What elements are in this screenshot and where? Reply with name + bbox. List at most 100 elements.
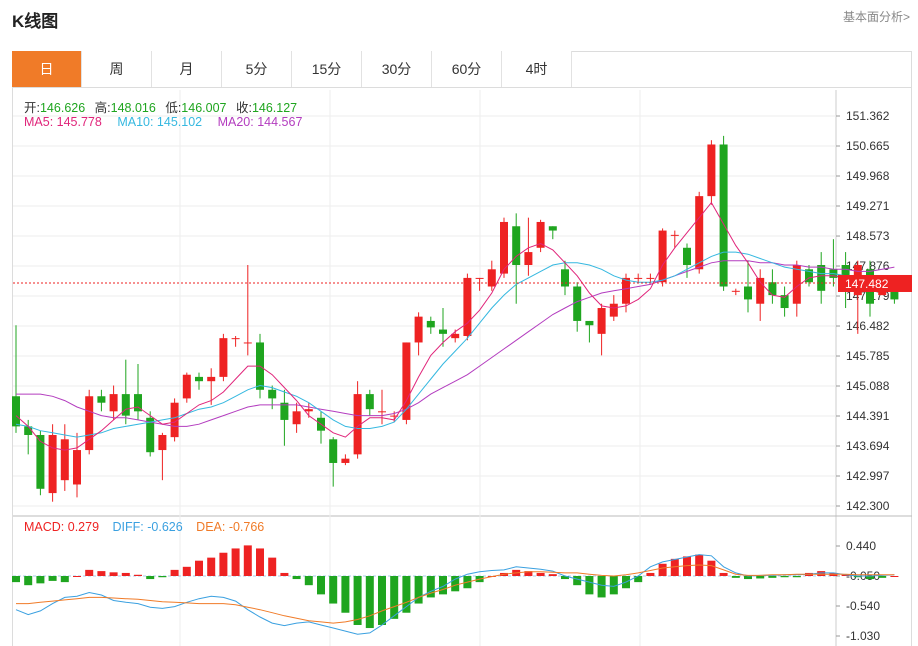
macd-tick-label: -1.030 [846, 629, 880, 643]
candle-body [597, 308, 606, 334]
macd-bar [48, 576, 57, 581]
y-tick-label: 150.665 [846, 139, 890, 153]
candle-body [378, 411, 386, 413]
tab-1[interactable]: 周 [82, 51, 152, 87]
candle-body [243, 342, 252, 344]
candle-body [85, 396, 94, 451]
candle-body [670, 234, 679, 236]
open-label: 开: [24, 101, 40, 115]
macd-bar [280, 572, 289, 576]
y-tick-label: 142.997 [846, 469, 890, 483]
macd-bar [866, 576, 874, 580]
tabs-spacer [572, 51, 912, 88]
candle-body [756, 277, 765, 304]
macd-bar [756, 576, 765, 579]
candle-body [280, 402, 289, 420]
y-tick-label: 143.694 [846, 439, 890, 453]
macd-bar [317, 576, 325, 595]
candle-body [817, 264, 826, 291]
open-value: 146.626 [39, 101, 86, 115]
macd-bar [780, 576, 789, 578]
macd-bar [707, 560, 716, 576]
tab-0[interactable]: 日 [12, 51, 82, 87]
candle-body [573, 286, 582, 321]
macd-bar [378, 576, 386, 625]
diff-legend-value: DIFF: -0.626 [112, 520, 183, 534]
period-tabs: 日周月 5分 15分 30分 60分 4时 [12, 51, 572, 88]
macd-bar [548, 574, 557, 576]
macd-bar [24, 576, 33, 586]
macd-bar [597, 576, 606, 598]
tab-7[interactable]: 4时 [502, 51, 572, 87]
macd-bar [60, 576, 69, 583]
macd-bar [341, 576, 350, 613]
high-value: 148.016 [110, 101, 156, 115]
macd-bar [73, 576, 81, 577]
close-value: 146.127 [251, 101, 298, 115]
candle-body [390, 415, 399, 417]
macd-bar [573, 576, 582, 586]
candle-body [536, 221, 545, 248]
candle-body [97, 396, 106, 403]
candle-body [426, 320, 435, 328]
y-tick-label: 144.391 [846, 409, 890, 423]
candle-body [512, 226, 521, 265]
tab-5[interactable]: 30分 [362, 51, 432, 87]
tab-2[interactable]: 月 [152, 51, 222, 87]
candle-body [207, 376, 216, 382]
macd-bar [744, 576, 752, 580]
candle-body [695, 196, 704, 270]
ma5-line [15, 201, 895, 451]
macd-bar [634, 576, 643, 583]
macd-bar [426, 576, 435, 598]
macd-bar [646, 572, 655, 576]
macd-bar [170, 569, 179, 576]
tab-4[interactable]: 15分 [292, 51, 362, 87]
candle-body [24, 426, 33, 435]
candle-body [341, 458, 350, 463]
macd-bar [853, 576, 862, 578]
y-tick-label: 149.271 [846, 199, 890, 213]
candle-body [731, 290, 740, 292]
y-tick-label: 142.300 [846, 499, 890, 513]
ma-legend: MA5: 145.778 MA10: 145.102 MA20: 144.567 [24, 115, 308, 129]
low-value: 146.007 [181, 101, 227, 115]
macd-bar [402, 576, 411, 613]
macd-bar [878, 576, 887, 578]
macd-bar [841, 574, 850, 576]
candle-body [353, 394, 362, 455]
macd-bar [329, 576, 338, 604]
macd-bar [609, 576, 618, 595]
dea-legend-value: DEA: -0.766 [196, 520, 265, 534]
page-title: K线图 [12, 12, 59, 31]
macd-bar [195, 560, 203, 576]
candle-body [292, 411, 301, 425]
candle-body [524, 252, 533, 265]
current-price-badge [838, 274, 912, 292]
y-tick-label: 146.482 [846, 319, 890, 333]
candle-body [878, 290, 887, 296]
macd-bar [451, 576, 460, 592]
macd-bar [158, 576, 167, 578]
ma5-legend: MA5: 145.778 [24, 115, 102, 129]
candle-body [73, 450, 81, 485]
close-label: 收: [235, 101, 252, 115]
fundamental-analysis-link[interactable]: 基本面分析> [842, 10, 910, 24]
candle-body [487, 269, 496, 287]
macd-bar [36, 576, 45, 584]
macd-legend-value: MACD: 0.279 [24, 520, 100, 534]
y-tick-label: 148.573 [846, 229, 890, 243]
macd-bar [414, 576, 423, 604]
y-tick-label: 149.968 [846, 169, 890, 183]
tab-6[interactable]: 60分 [432, 51, 502, 87]
candle-body [561, 269, 569, 287]
macd-legend: MACD: 0.279 DIFF: -0.626 DEA: -0.766 [24, 520, 270, 534]
candle-body [268, 389, 277, 399]
y-tick-label: 145.785 [846, 349, 890, 363]
candle-body [36, 434, 45, 489]
macd-bar [353, 576, 362, 625]
tab-3[interactable]: 5分 [222, 51, 292, 87]
macd-bar [890, 576, 899, 577]
macd-bar [256, 548, 264, 576]
